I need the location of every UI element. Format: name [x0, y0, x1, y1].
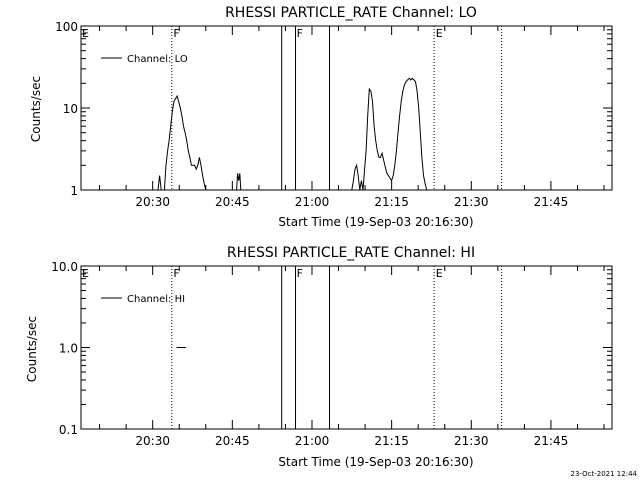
x-tick-label: 21:30: [454, 434, 489, 448]
x-tick-label: 21:45: [534, 434, 569, 448]
legend-label: Channel: HI: [127, 294, 185, 305]
chart-title: RHESSI PARTICLE_RATE Channel: HI: [227, 245, 475, 261]
y-tick-label: 10.0: [51, 260, 78, 274]
series-line: [157, 94, 219, 191]
event-flag-label: F: [173, 27, 179, 40]
plot-frame: [80, 265, 613, 430]
x-axis-label: Start Time (19-Sep-03 20:16:30): [278, 455, 473, 469]
x-tick-label: 21:15: [374, 195, 409, 209]
legend-label: Channel: LO: [127, 54, 188, 65]
plot-frame: [80, 25, 613, 191]
event-flag-label: E: [436, 27, 443, 40]
y-tick-label: 1.0: [59, 342, 78, 356]
y-axis-label: Counts/sec: [25, 316, 39, 382]
x-tick-label: 21:30: [454, 195, 489, 209]
panel-hi: RHESSI PARTICLE_RATE Channel: HI Start T…: [25, 245, 613, 469]
x-tick-label: 20:45: [215, 434, 250, 448]
y-tick-label: 10: [63, 102, 78, 116]
x-tick-label: 21:00: [295, 195, 330, 209]
footer-timestamp: 23-Oct-2021 12:44: [571, 470, 638, 478]
y-tick-label: 1: [70, 184, 78, 198]
x-tick-label: 21:15: [374, 434, 409, 448]
chart-title: RHESSI PARTICLE_RATE Channel: LO: [225, 5, 477, 21]
y-tick-label: 0.1: [59, 423, 78, 437]
y-axis-label: Counts/sec: [29, 76, 43, 142]
x-tick-label: 21:45: [534, 195, 569, 209]
y-tick-label: 100: [55, 20, 78, 34]
series-line: [351, 77, 448, 191]
event-flag-label: F: [173, 267, 179, 280]
event-flag-label: E: [82, 267, 89, 280]
event-flag-label: E: [436, 267, 443, 280]
x-tick-label: 20:30: [135, 195, 170, 209]
x-tick-label: 20:45: [215, 195, 250, 209]
panel-lo: RHESSI PARTICLE_RATE Channel: LO Start T…: [29, 5, 613, 229]
x-tick-label: 21:00: [295, 434, 330, 448]
event-flag-label: F: [297, 27, 303, 40]
x-tick-label: 20:30: [135, 434, 170, 448]
series-line: [236, 173, 242, 191]
event-flag-label: F: [297, 267, 303, 280]
x-axis-label: Start Time (19-Sep-03 20:16:30): [278, 215, 473, 229]
event-flag-label: E: [82, 27, 89, 40]
